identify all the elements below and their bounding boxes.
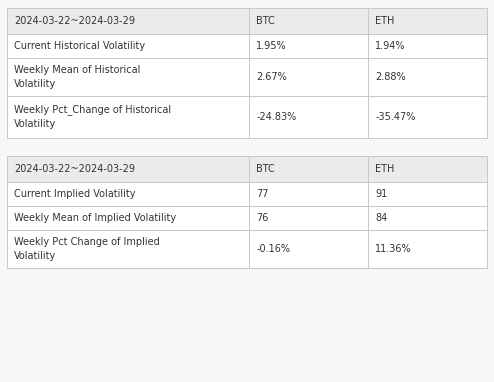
Text: 2.67%: 2.67%	[256, 72, 287, 82]
Bar	[7, 8, 487, 34]
Text: BTC: BTC	[256, 164, 275, 174]
Text: ETH: ETH	[375, 16, 395, 26]
Text: Current Implied Volatility: Current Implied Volatility	[14, 189, 135, 199]
Text: Weekly Pct_Change of Historical
Volatility: Weekly Pct_Change of Historical Volatili…	[14, 105, 171, 129]
Text: Weekly Mean of Historical
Volatility: Weekly Mean of Historical Volatility	[14, 65, 140, 89]
Text: Weekly Mean of Implied Volatility: Weekly Mean of Implied Volatility	[14, 213, 176, 223]
Text: 84: 84	[375, 213, 388, 223]
Text: Current Historical Volatility: Current Historical Volatility	[14, 41, 145, 51]
Bar	[7, 156, 487, 268]
Text: 2.88%: 2.88%	[375, 72, 406, 82]
Bar	[7, 156, 487, 182]
Text: BTC: BTC	[256, 16, 275, 26]
Text: -0.16%: -0.16%	[256, 244, 290, 254]
Text: ETH: ETH	[375, 164, 395, 174]
Text: 77: 77	[256, 189, 269, 199]
Text: 2024-03-22~2024-03-29: 2024-03-22~2024-03-29	[14, 164, 135, 174]
Text: Weekly Pct Change of Implied
Volatility: Weekly Pct Change of Implied Volatility	[14, 237, 160, 261]
Text: -35.47%: -35.47%	[375, 112, 416, 122]
Text: 11.36%: 11.36%	[375, 244, 412, 254]
Text: -24.83%: -24.83%	[256, 112, 297, 122]
Text: 1.95%: 1.95%	[256, 41, 287, 51]
Text: 91: 91	[375, 189, 388, 199]
Text: 76: 76	[256, 213, 269, 223]
Text: 1.94%: 1.94%	[375, 41, 406, 51]
Bar	[7, 8, 487, 138]
Text: 2024-03-22~2024-03-29: 2024-03-22~2024-03-29	[14, 16, 135, 26]
